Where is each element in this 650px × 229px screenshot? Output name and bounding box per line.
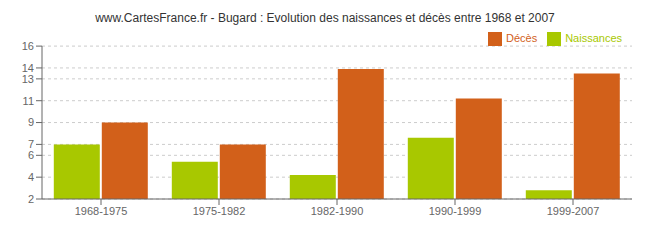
svg-text:11: 11 <box>23 95 34 107</box>
svg-text:9: 9 <box>28 116 34 128</box>
html-text:Naissances: Naissances <box>565 32 622 44</box>
html-text:Décès: Décès <box>506 32 538 44</box>
svg-text:4: 4 <box>28 171 34 183</box>
svg-text:2: 2 <box>28 193 34 205</box>
svg-text:14: 14 <box>22 62 34 74</box>
svg-text:1975-1982: 1975-1982 <box>193 205 246 217</box>
svg-text:7: 7 <box>28 138 34 150</box>
svg-text:16: 16 <box>22 40 34 52</box>
svg-text:1990-1999: 1990-1999 <box>429 205 482 217</box>
svg-text:1982-1990: 1982-1990 <box>311 205 364 217</box>
svg-text:1999-2007: 1999-2007 <box>547 205 600 217</box>
svg-text:13: 13 <box>22 73 34 85</box>
svg-text:6: 6 <box>28 149 34 161</box>
html-text:www.CartesFrance.fr - Bugard :: www.CartesFrance.fr - Bugard : Evolution… <box>95 11 555 25</box>
svg-text:1968-1975: 1968-1975 <box>75 205 128 217</box>
